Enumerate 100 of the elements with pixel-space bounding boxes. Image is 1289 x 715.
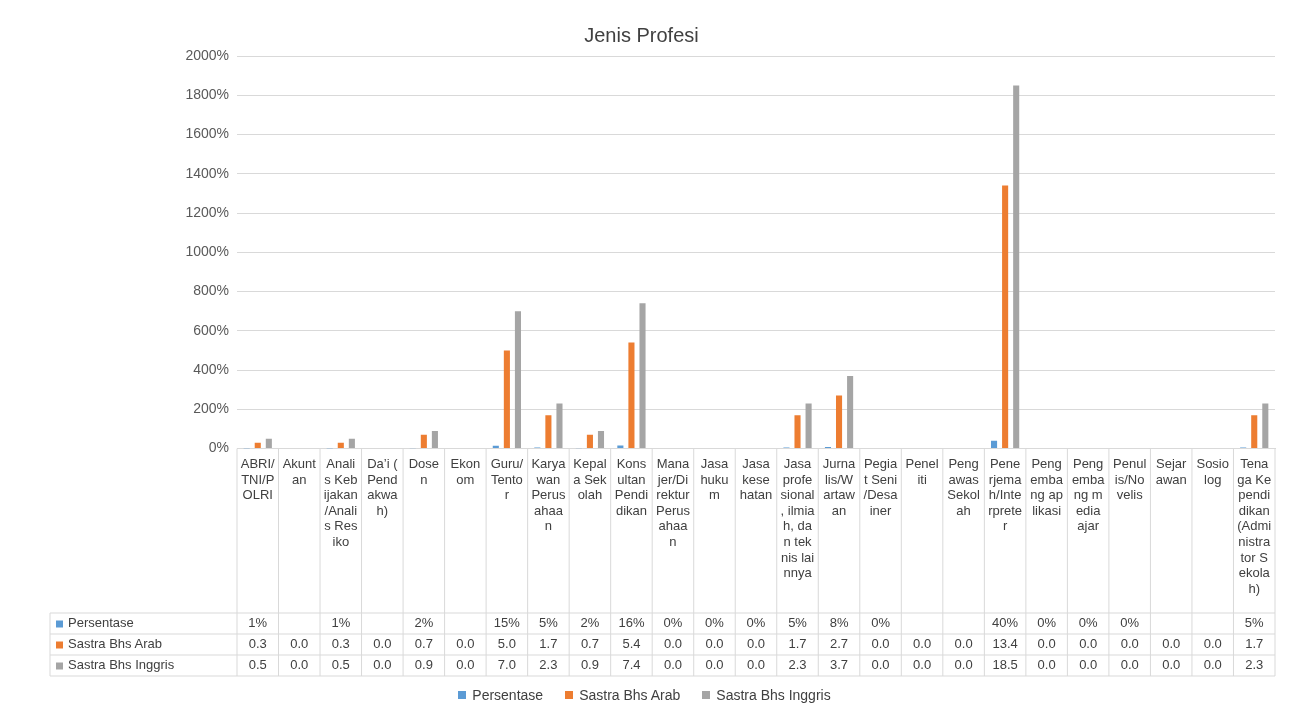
data-label: 1.7 <box>1245 636 1264 652</box>
data-label: 2% <box>580 615 600 631</box>
data-label: 0% <box>1120 615 1140 631</box>
data-label: 0.0 <box>871 636 890 652</box>
data-label: 40% <box>992 615 1019 631</box>
data-label: 0.0 <box>373 657 392 673</box>
bar <box>617 445 624 449</box>
x-tick-label: Pengembang aplikasi <box>1030 455 1064 518</box>
y-tick-label: 1400% <box>185 164 229 181</box>
y-tick-label: 2000% <box>185 46 229 63</box>
data-label: 8% <box>829 615 849 631</box>
data-label: 2.3 <box>539 657 558 673</box>
data-label: 0.0 <box>1162 657 1181 673</box>
x-tick-label: Peneliti <box>905 455 939 487</box>
data-label: 0.0 <box>1079 636 1098 652</box>
x-tick-label: ABRI/TNI/POLRI <box>240 455 276 503</box>
bar <box>1262 403 1269 449</box>
data-label: 2.7 <box>830 636 849 652</box>
x-tick-label: Sosiolog <box>1196 455 1229 487</box>
text: Persentase <box>472 687 544 703</box>
bar <box>1013 85 1020 449</box>
category-label: Tenaga Kependidikan (Administrator Sekolah) <box>1237 455 1272 596</box>
bar <box>503 350 510 449</box>
bar <box>1251 415 1258 449</box>
data-label: 0.0 <box>954 657 973 673</box>
bar <box>514 311 521 449</box>
data-label: 0.0 <box>456 636 475 652</box>
text: Sastra Bhs Arab <box>579 687 681 703</box>
bar <box>586 434 593 449</box>
data-label: 2.3 <box>1245 657 1264 673</box>
data-label: 16% <box>618 615 645 631</box>
bar <box>1002 185 1009 449</box>
text: Sastra Bhs Inggris <box>716 687 831 703</box>
data-label: 0.0 <box>1037 636 1056 652</box>
data-label: 0% <box>663 615 683 631</box>
y-tick-label: 1200% <box>185 203 229 220</box>
y-tick-label: 0% <box>208 439 229 456</box>
data-label: 5% <box>539 615 559 631</box>
data-label: 1% <box>248 615 268 631</box>
data-label: 1.7 <box>539 636 558 652</box>
data-label: 0.0 <box>290 636 309 652</box>
data-label: 0.7 <box>580 636 599 652</box>
data-label: 0% <box>1037 615 1057 631</box>
bar <box>597 430 605 449</box>
data-label: 7.4 <box>622 657 641 673</box>
data-label: 0.3 <box>331 636 350 652</box>
data-label: 13.4 <box>992 636 1018 652</box>
data-label: 0.0 <box>913 657 932 673</box>
data-label: 0.0 <box>373 636 392 652</box>
data-label: 3.7 <box>830 657 849 673</box>
x-tick-label: Da’i (Pendakwah) <box>367 455 399 518</box>
y-tick-label: 200% <box>193 400 229 417</box>
bar <box>431 430 438 449</box>
data-label: 0.0 <box>954 636 973 652</box>
x-tick-label: Jurnalis/Wartawan <box>822 455 857 518</box>
bar <box>805 403 812 449</box>
y-tick-label: 600% <box>193 321 229 338</box>
data-label: 0.5 <box>248 657 267 673</box>
chart-title: Jenis Profesi <box>584 23 699 46</box>
legend-label: Sastra Bhs Inggris <box>68 657 175 673</box>
data-label: 0.0 <box>746 657 766 673</box>
x-tick-label: Kepala Sekolah <box>573 455 608 503</box>
data-label: 5.4 <box>622 636 641 652</box>
bar <box>556 403 563 449</box>
data-label: 0% <box>705 615 725 631</box>
data-label: 0.0 <box>290 657 309 673</box>
data-label: 0.0 <box>663 657 682 673</box>
data-label: 0.5 <box>331 657 350 673</box>
x-tick-label: Pengawas Sekolah <box>947 455 980 518</box>
x-tick-label: Penulis/Novelis <box>1113 455 1147 503</box>
x-tick-label: Analis Kebijakan/Analis Resiko <box>323 455 358 549</box>
x-tick-label: Sejarawan <box>1155 455 1188 487</box>
y-tick-label: 1800% <box>185 86 229 103</box>
x-tick-label: Karyawan Perusahaan <box>531 455 567 534</box>
legend-label: Sastra Bhs Arab <box>68 636 162 652</box>
data-label: 5.0 <box>497 636 516 652</box>
data-label: 0.9 <box>580 657 599 673</box>
x-tick-label: Akuntan <box>282 455 317 487</box>
data-label: 2% <box>414 615 434 631</box>
data-label: 18.5 <box>992 657 1018 673</box>
data-label: 0% <box>746 615 766 631</box>
x-tick-label: Penerjemah/Interpreter <box>988 455 1023 534</box>
data-label: 0.3 <box>248 636 267 652</box>
data-label: 15% <box>493 615 521 631</box>
data-label: 0.0 <box>1120 657 1139 673</box>
y-tick-label: 800% <box>193 282 229 299</box>
bar <box>794 415 801 449</box>
bar <box>639 303 646 449</box>
data-label: 2.3 <box>788 657 807 673</box>
data-label: 0.0 <box>705 657 724 673</box>
x-tick-label: Pegiat Seni/Desainer <box>863 455 899 518</box>
data-label: 1% <box>331 615 351 631</box>
data-label: 0.0 <box>1162 636 1181 652</box>
data-label: 0.0 <box>871 657 890 673</box>
x-tick-label: Manajer/Direktur Perusahaan <box>655 455 691 549</box>
data-label: 5% <box>1244 615 1265 631</box>
data-label: 0.9 <box>414 657 433 673</box>
bar <box>836 395 843 449</box>
x-tick-label: Jasa profesional, ilmiah, dan teknis lainnya <box>780 455 816 581</box>
x-tick-label: Guru/Tentor <box>490 455 524 503</box>
